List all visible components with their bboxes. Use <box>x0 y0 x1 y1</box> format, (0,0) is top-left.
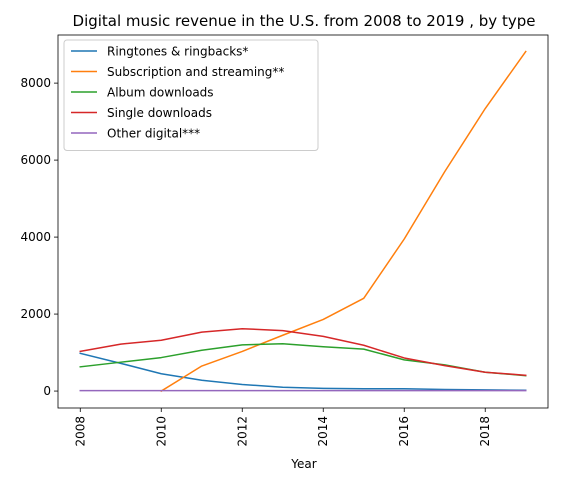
y-tick-label: 2000 <box>20 307 51 321</box>
x-axis: 2008 2010 2012 2014 2016 2018 <box>73 408 492 447</box>
x-tick-label: 2016 <box>397 416 411 447</box>
x-tick-label: 2008 <box>73 416 87 447</box>
legend-label: Subscription and streaming** <box>107 65 284 79</box>
legend-label: Other digital*** <box>107 127 200 141</box>
y-tick-label: 4000 <box>20 230 51 244</box>
legend-label: Single downloads <box>107 106 212 120</box>
x-tick-label: 2014 <box>316 416 330 447</box>
y-tick-label: 0 <box>43 384 51 398</box>
x-tick-label: 2018 <box>478 416 492 447</box>
y-axis: 0 2000 4000 6000 8000 <box>20 76 58 398</box>
y-tick-label: 8000 <box>20 76 51 90</box>
x-tick-label: 2012 <box>235 416 249 447</box>
y-tick-label: 6000 <box>20 153 51 167</box>
legend: Ringtones & ringbacks* Subscription and s… <box>64 40 318 151</box>
x-axis-label: Year <box>290 457 316 471</box>
legend-label: Ringtones & ringbacks* <box>107 45 248 59</box>
legend-label: Album downloads <box>107 86 214 100</box>
series-line-4 <box>80 329 525 376</box>
chart-title: Digital music revenue in the U.S. from 2… <box>73 12 536 30</box>
x-tick-label: 2010 <box>154 416 168 447</box>
